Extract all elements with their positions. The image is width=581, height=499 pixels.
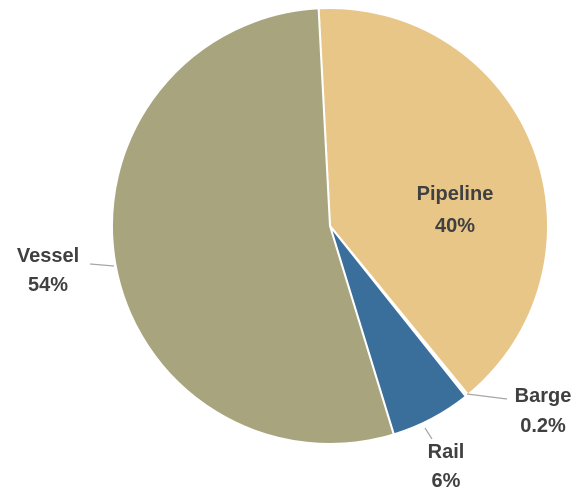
slice-value-barge: 0.2% (520, 415, 566, 437)
leader-line-rail (424, 427, 433, 440)
slice-value-pipeline: 40% (435, 215, 475, 237)
slice-label-barge: Barge (515, 385, 572, 407)
leader-lines (89, 263, 508, 440)
pie-slices (110, 7, 549, 445)
pie-slice-pipeline (317, 7, 549, 396)
slice-label-rail: Rail (428, 441, 465, 463)
leader-line-vessel (89, 263, 115, 267)
leader-line-barge (466, 393, 508, 400)
pie-slice-vessel (110, 7, 395, 445)
slice-value-vessel: 54% (28, 274, 68, 296)
slice-label-pipeline: Pipeline (417, 183, 494, 205)
slice-value-rail: 6% (432, 470, 461, 492)
slice-labels: Pipeline 40% Barge 0.2% Rail 6% Vessel 54% (17, 183, 572, 492)
slice-label-vessel: Vessel (17, 245, 79, 267)
